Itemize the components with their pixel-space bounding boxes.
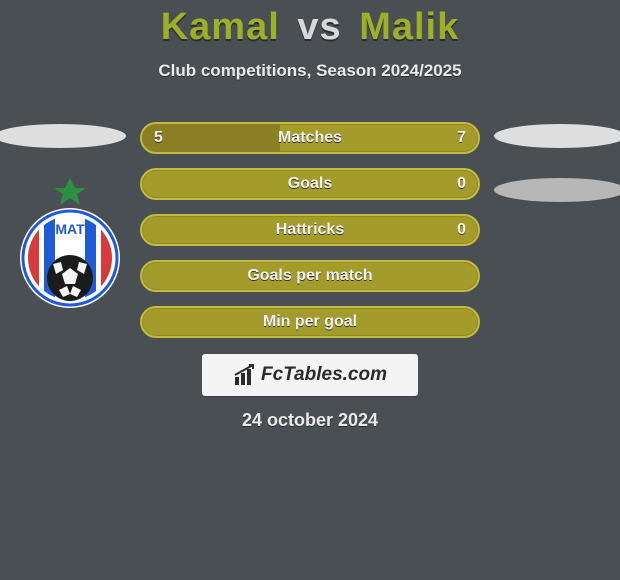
svg-text:MAT: MAT <box>55 221 85 237</box>
stat-right-value: 7 <box>457 124 466 152</box>
vs-separator: vs <box>291 6 347 48</box>
stat-row-goals-per-match: Goals per match <box>140 260 480 292</box>
stat-row-min-per-goal: Min per goal <box>140 306 480 338</box>
stats-table: 5 Matches 7 Goals 0 Hattricks 0 Goals pe… <box>140 122 480 352</box>
attribution-link[interactable]: FcTables.com <box>202 354 418 396</box>
stat-row-matches: 5 Matches 7 <box>140 122 480 154</box>
team-badge-svg: MAT <box>18 178 122 318</box>
stat-label: Goals per match <box>142 262 478 290</box>
player1-name: Kamal <box>161 6 280 48</box>
attribution-text: FcTables.com <box>261 364 387 386</box>
stat-row-goals: Goals 0 <box>140 168 480 200</box>
date-label: 24 october 2024 <box>0 410 620 431</box>
player1-placeholder-shape <box>0 124 126 148</box>
stat-label: Goals <box>142 170 478 198</box>
stat-right-value: 0 <box>457 216 466 244</box>
stat-row-hattricks: Hattricks 0 <box>140 214 480 246</box>
comparison-card: Kamal vs Malik Club competitions, Season… <box>0 0 620 580</box>
player2-name: Malik <box>359 6 459 48</box>
stat-label: Min per goal <box>142 308 478 336</box>
player2-placeholder-shape <box>494 124 620 148</box>
subtitle: Club competitions, Season 2024/2025 <box>0 61 620 81</box>
stat-right-value: 0 <box>457 170 466 198</box>
team-badge: MAT <box>18 178 122 318</box>
bar-chart-icon <box>233 363 257 387</box>
stat-label: Hattricks <box>142 216 478 244</box>
stat-label: Matches <box>142 124 478 152</box>
player2-placeholder-shadow <box>494 178 620 202</box>
page-title: Kamal vs Malik <box>0 0 620 49</box>
